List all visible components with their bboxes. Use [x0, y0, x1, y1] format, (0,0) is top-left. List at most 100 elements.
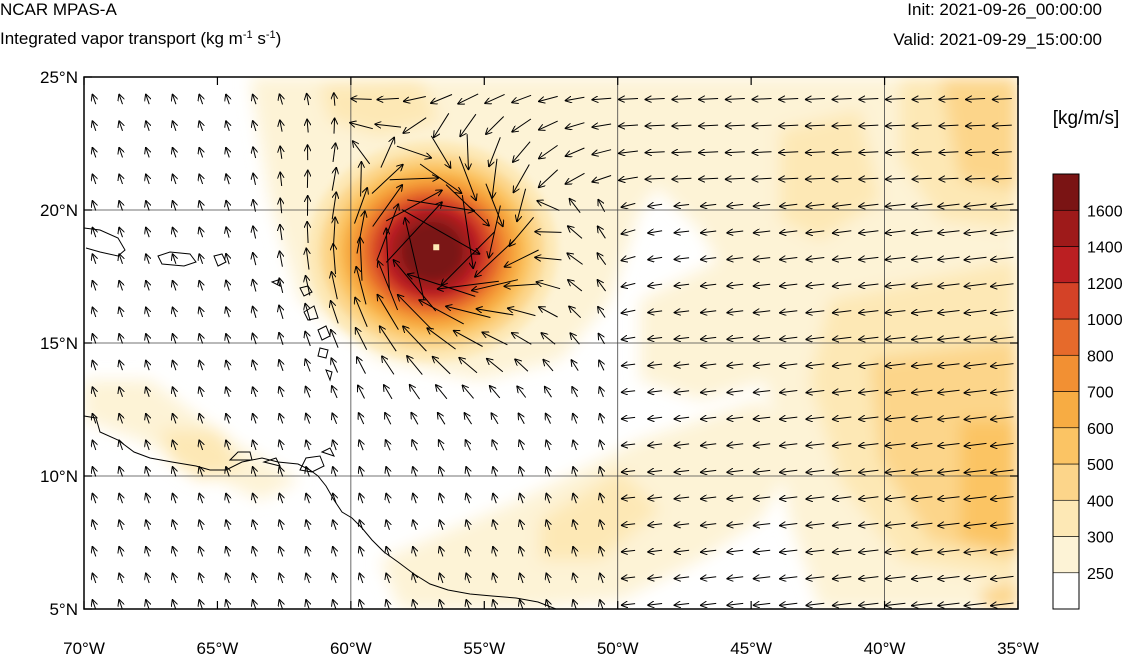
ivt-vector-arrow: [832, 337, 852, 339]
ivt-vector-arrow: [858, 311, 879, 313]
ivt-vector-arrow: [700, 231, 717, 233]
ivt-vector-arrow: [621, 283, 636, 287]
ivt-vector-arrow: [306, 546, 310, 557]
ivt-vector-arrow: [726, 364, 744, 366]
ivt-vector-arrow: [146, 227, 150, 238]
ivt-vector-arrow: [119, 413, 123, 424]
ivt-vector-arrow: [779, 470, 798, 472]
ivt-vector-arrow: [753, 444, 771, 446]
ivt-vector-arrow: [567, 226, 583, 239]
ivt-vector-arrow: [600, 599, 604, 609]
ivt-vector-arrow: [937, 364, 960, 367]
ivt-vector-arrow: [779, 577, 798, 579]
ivt-vector-arrow: [937, 523, 960, 526]
lat-tick-label: 20°N: [40, 201, 78, 220]
colorbar-level-label: 300: [1087, 530, 1114, 547]
ivt-vector-arrow: [380, 137, 395, 168]
ivt-vector-arrow: [621, 497, 636, 499]
ivt-vector-arrow: [331, 192, 336, 220]
ivt-vector-arrow: [519, 440, 523, 451]
ivt-vector-arrow: [333, 519, 337, 530]
ivt-vector-arrow: [700, 284, 717, 286]
ivt-vector-arrow: [252, 493, 256, 504]
ivt-vector-arrow: [199, 440, 203, 451]
ivt-vector-arrow: [992, 99, 1012, 100]
ivt-vector-arrow: [280, 146, 282, 159]
ivt-vector-arrow: [885, 99, 906, 100]
ivt-vector-arrow: [778, 99, 799, 100]
coastline-segment: [84, 227, 126, 257]
ivt-vector-arrow: [377, 98, 399, 99]
ivt-vector-arrow: [832, 577, 852, 579]
ivt-vector-arrow: [573, 493, 577, 504]
ivt-vector-arrow: [439, 599, 443, 609]
ivt-vector-arrow: [806, 444, 825, 446]
ivt-vector-arrow: [146, 413, 150, 424]
ivt-vector-arrow: [753, 577, 771, 579]
ivt-vector-arrow: [647, 497, 663, 499]
ivt-vector-arrow: [92, 546, 96, 557]
ivt-vector-arrow: [726, 311, 744, 313]
ivt-vector-arrow: [753, 497, 771, 499]
ivt-vector-arrow: [753, 337, 771, 339]
ivt-vector-arrow: [779, 231, 798, 233]
ivt-vector-arrow: [519, 599, 523, 609]
coastline-segment: [228, 451, 253, 461]
ivt-vector-arrow: [92, 493, 96, 504]
ivt-vector-arrow: [471, 279, 519, 291]
ivt-vector-arrow: [885, 444, 906, 446]
ivt-vector-arrow: [573, 440, 577, 451]
colorbar-swatch: [1052, 391, 1080, 429]
ivt-vector-arrow: [359, 466, 363, 477]
ivt-vector-arrow: [832, 178, 852, 179]
ivt-vector-arrow: [806, 417, 825, 419]
ivt-vector-arrow: [911, 444, 933, 447]
ivt-vector-arrow: [512, 141, 531, 163]
ivt-vector-arrow: [671, 99, 692, 100]
ivt-vector-arrow: [146, 386, 150, 397]
ivt-vector-arrow: [592, 124, 612, 127]
ivt-vector-arrow: [536, 282, 561, 290]
lon-tick-label: 35°W: [997, 639, 1039, 658]
ivt-vector-arrow: [992, 125, 1012, 126]
ivt-vector-arrow: [726, 231, 744, 233]
ivt-vector-arrow: [937, 390, 960, 393]
ivt-vector-arrow: [226, 519, 230, 530]
ivt-vector-arrow: [226, 94, 230, 105]
ivt-vector-arrow: [377, 294, 399, 330]
ivt-vector-arrow: [990, 603, 1014, 606]
ivt-vector-arrow: [119, 174, 123, 185]
ivt-vector-arrow: [911, 497, 933, 500]
ivt-vector-arrow: [778, 125, 799, 126]
ivt-vector-arrow: [832, 311, 852, 313]
ivt-vector-arrow: [698, 178, 719, 179]
ivt-vector-arrow: [674, 524, 690, 526]
ivt-vector-arrow: [990, 390, 1014, 393]
ivt-vector-arrow: [598, 333, 605, 345]
ivt-vector-arrow: [858, 337, 879, 339]
ivt-vector-arrow: [146, 307, 150, 318]
ivt-vector-arrow: [397, 294, 432, 330]
ivt-vector-arrow: [359, 493, 363, 504]
ivt-vector-arrow: [805, 125, 825, 126]
ivt-vector-arrow: [806, 284, 825, 286]
ivt-vector-arrow: [546, 546, 550, 557]
ivt-vector-arrow: [990, 337, 1014, 340]
ivt-vector-arrow: [409, 384, 421, 400]
ivt-vector-arrow: [464, 412, 473, 425]
ivt-vector-arrow: [280, 224, 282, 241]
ivt-vector-arrow: [600, 440, 604, 451]
ivt-vector-arrow: [885, 231, 906, 233]
ivt-vector-arrow: [573, 546, 577, 557]
ivt-vector-arrow: [334, 118, 335, 134]
ivt-vector-arrow: [911, 523, 933, 526]
ivt-vector-arrow: [438, 439, 443, 451]
ivt-vector-arrow: [937, 550, 960, 553]
ivt-vector-arrow: [445, 306, 491, 318]
ivt-vector-arrow: [645, 99, 665, 100]
ivt-vector-arrow: [937, 470, 960, 473]
ivt-vector-arrow: [252, 413, 256, 424]
ivt-vector-arrow: [466, 493, 470, 504]
ivt-vector-arrow: [726, 204, 744, 206]
